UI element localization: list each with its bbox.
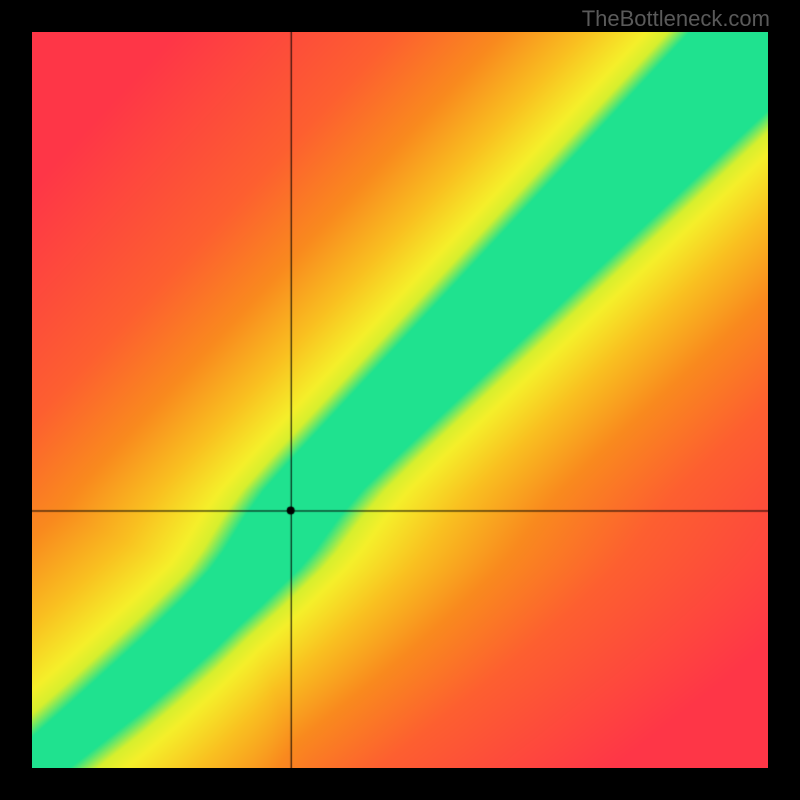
attribution-text: TheBottleneck.com: [582, 6, 770, 32]
chart-container: TheBottleneck.com: [0, 0, 800, 800]
heatmap-canvas: [32, 32, 768, 768]
heatmap-plot: [32, 32, 768, 768]
